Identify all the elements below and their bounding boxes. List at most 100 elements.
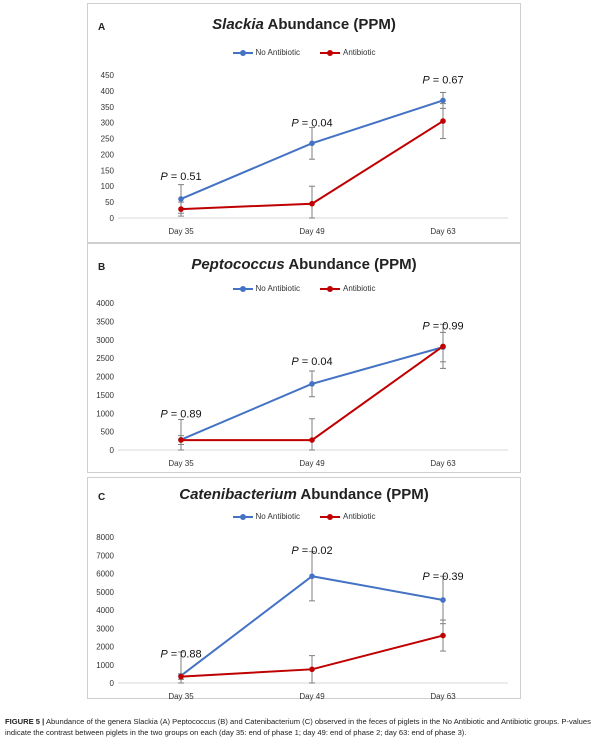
x-tick-label: Day 49: [299, 459, 325, 468]
panel-b: B Peptococcus Abundance (PPM) No Antibio…: [87, 243, 521, 473]
x-tick-label: Day 35: [168, 459, 194, 468]
x-tick-label: Day 63: [430, 459, 456, 468]
chart-title: Catenibacterium Abundance (PPM): [88, 486, 520, 503]
y-tick-label: 300: [101, 119, 115, 128]
chart-title: Slackia Abundance (PPM): [88, 16, 520, 33]
legend-swatch-no-antibiotic: [232, 49, 253, 56]
y-tick-label: 50: [105, 198, 114, 207]
legend-item-antibiotic: Antibiotic: [320, 48, 375, 57]
y-tick-label: 200: [101, 150, 115, 159]
legend: No Antibiotic Antibiotic: [88, 48, 520, 57]
data-point-antibiotic: [440, 343, 446, 350]
data-point-antibiotic: [309, 200, 315, 207]
y-tick-label: 8000: [96, 533, 114, 542]
data-point-no-antibiotic: [178, 196, 184, 202]
legend-swatch-no-antibiotic: [232, 285, 253, 292]
legend-label-antibiotic: Antibiotic: [343, 284, 376, 293]
caption-text: Abundance of the genera Slackia (A) Pept…: [5, 717, 591, 737]
y-tick-label: 7000: [96, 551, 114, 560]
data-point-antibiotic: [309, 437, 315, 443]
y-tick-label: 0: [110, 214, 115, 223]
chart-title-genus: Catenibacterium: [179, 486, 297, 503]
x-tick-label: Day 35: [168, 692, 194, 701]
p-value-annotation: P = 0.02: [291, 545, 332, 557]
y-tick-label: 2500: [96, 354, 114, 363]
legend: No Antibiotic Antibiotic: [88, 284, 520, 293]
y-tick-label: 1000: [96, 409, 114, 418]
data-point-antibiotic: [178, 437, 184, 443]
panel-letter: B: [98, 262, 106, 273]
y-tick-label: 0: [110, 446, 115, 455]
y-tick-label: 450: [101, 71, 115, 80]
data-point-antibiotic: [440, 118, 446, 124]
p-value-annotation: P = 0.39: [422, 571, 463, 583]
panel-letter: C: [98, 492, 106, 503]
caption-figure-label: FIGURE 5 |: [5, 717, 45, 726]
legend-swatch-no-antibiotic: [232, 513, 253, 520]
legend-item-antibiotic: Antibiotic: [320, 284, 375, 293]
y-tick-label: 4000: [96, 606, 114, 615]
chart-title-rest: Abundance (PPM): [296, 486, 429, 503]
y-tick-label: 500: [101, 428, 115, 437]
chart-title-genus: Slackia: [212, 16, 264, 33]
y-tick-label: 2000: [96, 373, 114, 382]
data-point-no-antibiotic: [440, 97, 446, 104]
p-value-annotation: P = 0.67: [422, 74, 463, 86]
figure-caption: FIGURE 5 | Abundance of the genera Slack…: [5, 716, 597, 738]
plot-area: 0 500 1000 1500 2000 2500 3000 3500 4000 Day 35 Da…: [96, 299, 508, 468]
chart-title: Peptococcus Abundance (PPM): [88, 256, 520, 273]
chart-title-genus: Peptococcus: [191, 256, 285, 273]
plot-area: 0 1000 2000 3000 4000 5000 6000 7000 8000 Day 35 D…: [96, 533, 508, 701]
panel-a: A Slackia Abundance (PPM) No Antibiotic …: [87, 3, 521, 243]
data-point-no-antibiotic: [309, 140, 315, 147]
x-tick-label: Day 49: [299, 227, 325, 236]
y-tick-label: 0: [110, 679, 115, 688]
data-point-no-antibiotic: [309, 573, 315, 580]
chart-title-rest: Abundance (PPM): [263, 16, 396, 33]
data-point-antibiotic: [309, 666, 315, 673]
y-tick-label: 5000: [96, 588, 114, 597]
y-tick-label: 100: [101, 182, 115, 191]
y-tick-label: 6000: [96, 570, 114, 579]
y-tick-label: 3500: [96, 317, 114, 326]
plot-area: 0 50 100 150 200 250 300 350 400 450 Day 35 Day 49 D…: [101, 71, 508, 236]
panel-letter: A: [98, 22, 106, 33]
y-tick-label: 1500: [96, 391, 114, 400]
y-tick-label: 4000: [96, 299, 114, 308]
y-tick-label: 1000: [96, 661, 114, 670]
legend-label-no-antibiotic: No Antibiotic: [255, 512, 300, 521]
p-value-annotation: P = 0.04: [291, 356, 332, 368]
p-value-annotation: P = 0.99: [422, 320, 463, 332]
data-point-antibiotic: [178, 206, 184, 212]
chart-title-rest: Abundance (PPM): [284, 256, 417, 273]
y-tick-label: 3000: [96, 336, 114, 345]
x-tick-label: Day 35: [168, 227, 194, 236]
legend-item-no-antibiotic: No Antibiotic: [232, 48, 300, 57]
legend-item-no-antibiotic: No Antibiotic: [232, 284, 300, 293]
p-value-annotation: P = 0.04: [291, 117, 332, 129]
y-tick-label: 2000: [96, 643, 114, 652]
x-tick-label: Day 63: [430, 692, 456, 701]
x-tick-label: Day 63: [430, 227, 456, 236]
panel-c: C Catenibacterium Abundance (PPM) No Ant…: [87, 477, 521, 701]
y-tick-label: 400: [101, 87, 115, 96]
data-point-antibiotic: [440, 632, 446, 639]
legend-swatch-antibiotic: [320, 513, 340, 520]
x-tick-label: Day 49: [299, 692, 325, 701]
legend-swatch-antibiotic: [320, 49, 340, 56]
legend-item-no-antibiotic: No Antibiotic: [232, 512, 300, 521]
y-tick-label: 350: [101, 103, 115, 112]
p-value-annotation: P = 0.51: [160, 171, 201, 183]
legend-swatch-antibiotic: [320, 285, 340, 292]
legend-label-antibiotic: Antibiotic: [343, 512, 376, 521]
y-tick-label: 3000: [96, 624, 114, 633]
legend-label-no-antibiotic: No Antibiotic: [255, 48, 300, 57]
p-value-annotation: P = 0.89: [160, 409, 201, 421]
data-point-no-antibiotic: [309, 381, 315, 387]
y-tick-label: 150: [101, 166, 115, 175]
y-tick-label: 250: [101, 135, 115, 144]
legend-label-antibiotic: Antibiotic: [343, 48, 376, 57]
data-point-antibiotic: [178, 673, 184, 680]
legend: No Antibiotic Antibiotic: [88, 512, 520, 521]
p-value-annotation: P = 0.88: [160, 649, 201, 661]
